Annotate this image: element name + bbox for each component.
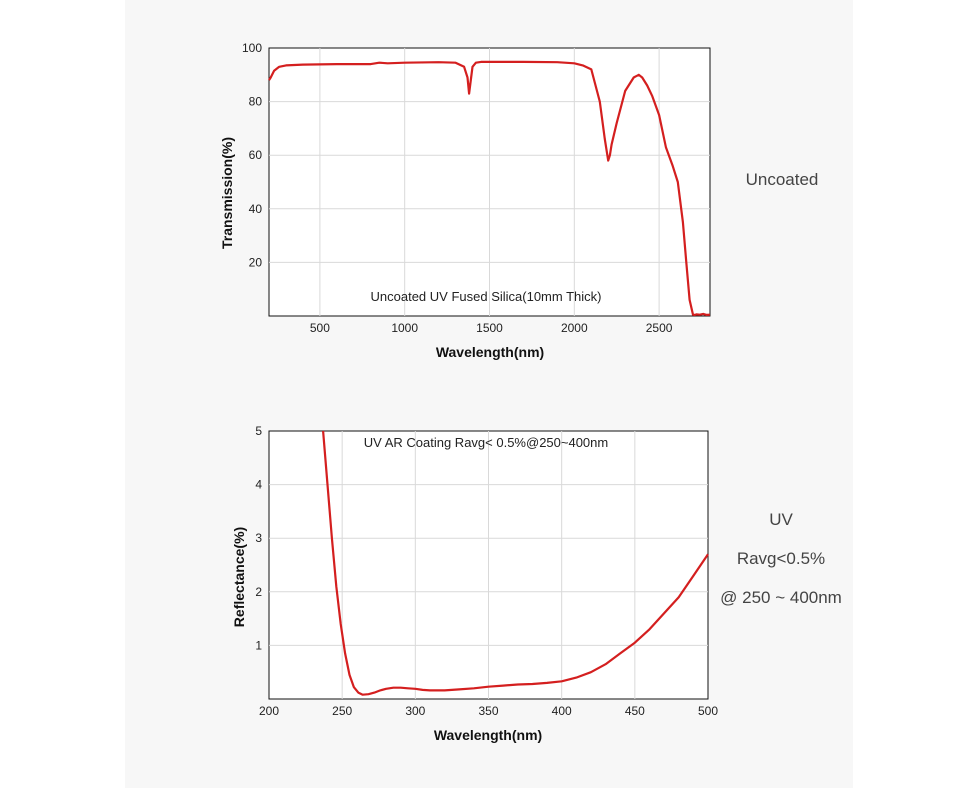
transmission-ticks: 500 1000 1500 2000 2500 20 40 60 80 100 — [242, 41, 673, 335]
y-tick-label: 1 — [255, 638, 262, 652]
ravg-side-label: Ravg<0.5% — [736, 549, 826, 568]
range-side-label: @ 250 ~ 400nm — [720, 588, 842, 607]
y-tick-label: 2 — [255, 585, 262, 599]
reflectance-grid — [269, 431, 708, 699]
uv-side-label: UV — [769, 510, 793, 529]
reflectance-y-axis-label: Reflectance(%) — [231, 527, 247, 627]
y-tick-label: 20 — [249, 255, 263, 269]
x-tick-label: 350 — [478, 704, 498, 718]
reflectance-series-line — [322, 430, 709, 696]
transmission-chart: 500 1000 1500 2000 2500 20 40 60 80 100 Uncoated … — [219, 41, 711, 360]
x-tick-label: 2500 — [646, 321, 673, 335]
y-tick-label: 4 — [255, 478, 262, 492]
y-tick-label: 40 — [249, 202, 263, 216]
y-tick-label: 60 — [249, 148, 263, 162]
x-tick-label: 1500 — [476, 321, 503, 335]
x-tick-label: 500 — [698, 704, 718, 718]
transmission-x-axis-label: Wavelength(nm) — [436, 344, 544, 360]
reflectance-chart: 200 250 300 350 400 450 500 1 2 3 4 5 UV AR Coating… — [231, 424, 718, 743]
x-tick-label: 200 — [259, 704, 279, 718]
y-tick-label: 80 — [249, 95, 263, 109]
y-tick-label: 3 — [255, 531, 262, 545]
x-tick-label: 500 — [310, 321, 330, 335]
x-tick-label: 2000 — [561, 321, 588, 335]
x-tick-label: 450 — [625, 704, 645, 718]
transmission-series-line — [268, 60, 711, 316]
transmission-y-axis-label: Transmission(%) — [219, 137, 235, 249]
y-tick-label: 100 — [242, 41, 262, 55]
reflectance-annotation: UV AR Coating Ravg< 0.5%@250~400nm — [364, 435, 608, 450]
x-tick-label: 300 — [405, 704, 425, 718]
transmission-annotation: Uncoated UV Fused Silica(10mm Thick) — [371, 289, 602, 304]
x-tick-label: 1000 — [391, 321, 418, 335]
x-tick-label: 250 — [332, 704, 352, 718]
transmission-grid — [269, 48, 710, 316]
y-tick-label: 5 — [255, 424, 262, 438]
reflectance-ticks: 200 250 300 350 400 450 500 1 2 3 4 5 — [255, 424, 718, 718]
x-tick-label: 400 — [552, 704, 572, 718]
uncoated-side-label: Uncoated — [745, 170, 819, 189]
reflectance-x-axis-label: Wavelength(nm) — [434, 727, 542, 743]
